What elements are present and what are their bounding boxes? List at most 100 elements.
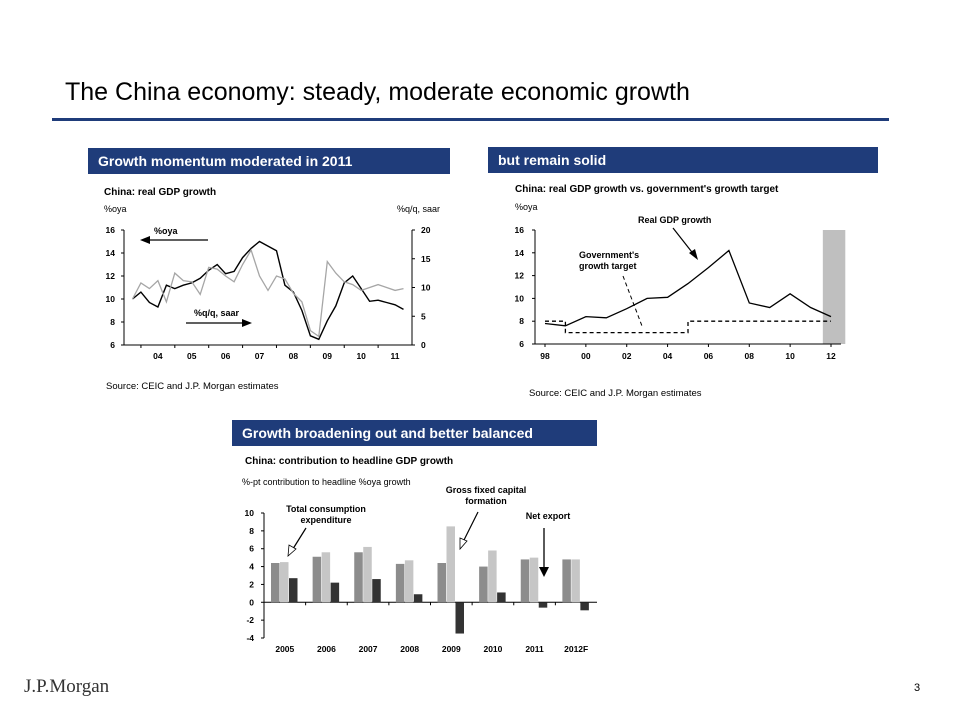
page-number: 3 (914, 682, 921, 694)
chart3-bar-consumption (437, 563, 446, 603)
chart3-bar-gfcf (446, 526, 455, 603)
chart2-x-tick-label: 08 (745, 351, 755, 361)
chart2-x-tick-label: 00 (581, 351, 591, 361)
chart1-right-tick-label: 5 (421, 311, 426, 321)
chart3-bar-net-export (497, 592, 506, 603)
chart2-x-tick-label: 06 (704, 351, 714, 361)
chart1-x-tick-label: 10 (356, 351, 366, 361)
chart3-y-tick-label: 2 (249, 579, 254, 589)
chart3-x-tick-label: 2005 (275, 644, 294, 654)
chart3-x-tick-label: 2008 (400, 644, 419, 654)
chart1-left-tick-label: 14 (106, 248, 116, 258)
chart2-x-tick-label: 10 (785, 351, 795, 361)
chart3-y-tick-label: -4 (246, 633, 254, 643)
chart3-y-tick-label: 10 (245, 508, 255, 518)
page-title: The China economy: steady, moderate econ… (65, 78, 690, 106)
svg-text:Net export: Net export (526, 511, 571, 521)
chart2-y-tick-label: 10 (515, 293, 525, 303)
chart3-bar-net-export (580, 602, 589, 611)
chart2-source: Source: CEIC and J.P. Morgan estimates (529, 388, 702, 399)
chart3-x-tick-label: 2006 (317, 644, 336, 654)
chart3-bar-consumption (271, 563, 280, 603)
chart2-x-tick-label: 02 (622, 351, 632, 361)
chart1-left-tick-label: 10 (106, 294, 116, 304)
chart3-x-tick-label: 2010 (483, 644, 502, 654)
chart3-x-tick-label: 2011 (525, 644, 544, 654)
svg-text:%oya: %oya (154, 226, 179, 236)
chart1-right-tick-label: 15 (421, 254, 431, 264)
chart1-x-tick-label: 08 (289, 351, 299, 361)
chart3-bar-consumption (354, 552, 363, 603)
chart3-bar-net-export (372, 579, 381, 603)
chart2-series-gov-target (545, 320, 831, 334)
chart2-series-real-gdp (544, 249, 832, 327)
chart3-x-tick-label: 2007 (359, 644, 378, 654)
chart1-series-qq-saar (131, 248, 404, 338)
chart1-left-tick-label: 12 (106, 271, 116, 281)
chart2-gov-target-label: Government's growth target (579, 250, 639, 271)
chart3-x-tick-label: 2009 (442, 644, 461, 654)
gdp-growth-chart: China: real GDP growth %oya %q/q, saar 6… (104, 187, 440, 361)
chart1-left-tick-label: 16 (106, 225, 116, 235)
chart1-series-oya (132, 240, 404, 341)
chart2-ylabel: %oya (515, 202, 538, 212)
chart3-bar-gfcf (488, 550, 497, 603)
chart3-bar-consumption (395, 563, 405, 603)
chart3-bar-net-export (455, 602, 464, 634)
chart1-x-tick-label: 09 (323, 351, 333, 361)
chart1-right-tick-label: 10 (421, 283, 431, 293)
chart3-y-tick-label: 6 (249, 544, 254, 554)
chart3-annotation-net-export: Net export (526, 511, 571, 577)
chart2-x-tick-label: 04 (663, 351, 673, 361)
gdp-vs-target-chart: China: real GDP growth vs. government's … (515, 184, 846, 361)
chart3-x-tick-label: 2012F (564, 644, 588, 654)
chart3-bar-gfcf (321, 552, 331, 603)
title-underline (52, 118, 889, 121)
chart3-bar-consumption (312, 556, 322, 603)
jpmorgan-logo: J.P.Morgan (24, 676, 110, 697)
chart3-bar-gfcf (571, 559, 580, 603)
chart2-y-tick-label: 12 (515, 271, 525, 281)
chart1-x-tick-label: 07 (255, 351, 265, 361)
chart1-left-unit: %oya (104, 204, 127, 214)
chart1-source: Source: CEIC and J.P. Morgan estimates (106, 381, 279, 392)
chart2-y-tick-label: 14 (515, 248, 525, 258)
chart2-y-tick-label: 6 (519, 339, 524, 349)
chart1-annotation-qq: %q/q, saar (186, 308, 252, 327)
chart3-bar-net-export (289, 578, 298, 603)
chart3-bar-gfcf (280, 562, 289, 603)
chart3-annotation-gfcf: Gross fixed capital formation (446, 485, 527, 551)
chart2-forecast-shade (822, 230, 846, 344)
chart2-annotation-real-gdp: Real GDP growth (638, 215, 711, 260)
panel-header-broadening: Growth broadening out and better balance… (232, 420, 597, 446)
chart1-right-tick-label: 20 (421, 225, 431, 235)
chart3-bar-net-export (330, 582, 340, 603)
chart1-left-tick-label: 6 (110, 340, 115, 350)
chart3-bar-net-export (413, 594, 423, 603)
chart1-x-tick-label: 05 (187, 351, 197, 361)
svg-text:%q/q, saar: %q/q, saar (194, 308, 240, 318)
panel-header-remain-solid: but remain solid (488, 147, 878, 173)
chart3-y-tick-label: 8 (249, 526, 254, 536)
chart1-title: China: real GDP growth (104, 187, 216, 198)
chart3-y-tick-label: 4 (249, 562, 254, 572)
chart2-x-tick-label: 98 (540, 351, 550, 361)
chart3-bar-consumption (520, 559, 530, 603)
chart1-annotation-oya: %oya (140, 226, 208, 244)
chart2-x-tick-label: 12 (826, 351, 836, 361)
chart1-x-tick-label: 04 (153, 351, 163, 361)
chart3-bar-net-export (538, 602, 548, 608)
chart2-y-tick-label: 8 (519, 316, 524, 326)
chart3-y-tick-label: -2 (246, 615, 254, 625)
chart3-bar-consumption (562, 559, 571, 603)
gdp-contribution-chart: China: contribution to headline GDP grow… (242, 456, 597, 654)
chart1-right-tick-label: 0 (421, 340, 426, 350)
chart3-bar-consumption (479, 566, 488, 603)
chart3-bar-gfcf (529, 557, 539, 603)
chart3-y-tick-label: 0 (249, 597, 254, 607)
chart3-bar-gfcf (363, 546, 372, 603)
chart1-x-tick-label: 06 (221, 351, 231, 361)
chart1-right-unit: %q/q, saar (397, 204, 440, 214)
svg-text:Real GDP growth: Real GDP growth (638, 215, 711, 225)
